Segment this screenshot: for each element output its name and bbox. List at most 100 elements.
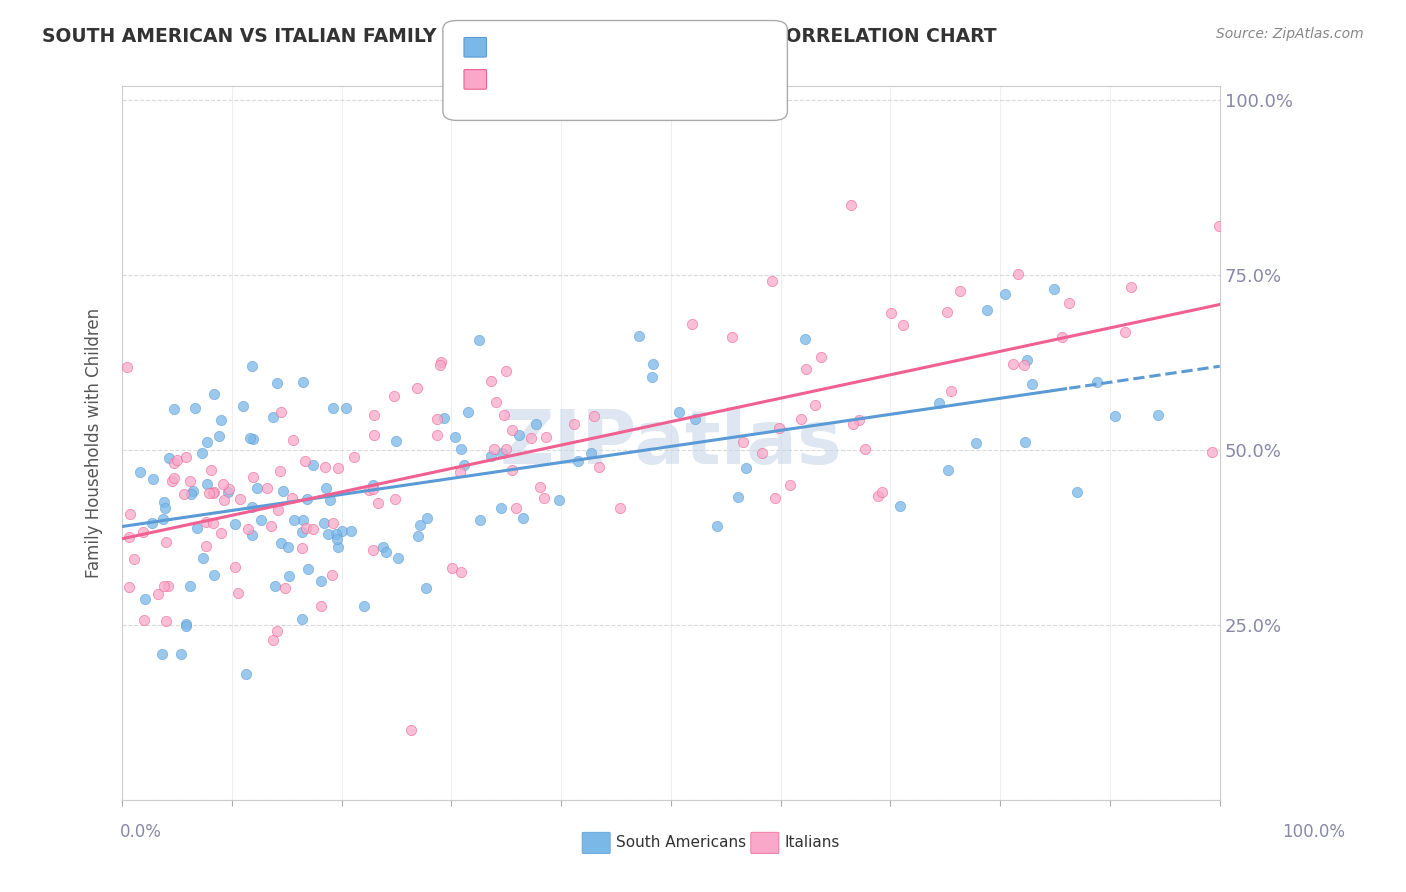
Point <box>853 442 876 456</box>
Point <box>195 434 218 449</box>
Point <box>194 539 217 553</box>
Point <box>1043 282 1066 296</box>
Point <box>408 518 430 533</box>
Point <box>224 560 246 574</box>
Point <box>291 524 314 539</box>
Point <box>294 454 316 468</box>
Point <box>155 534 177 549</box>
Point <box>1121 280 1143 294</box>
Point <box>450 565 472 579</box>
Point <box>367 496 389 510</box>
Point <box>301 458 323 472</box>
Point <box>361 543 384 558</box>
Point <box>195 476 218 491</box>
Point <box>579 446 602 460</box>
Point <box>239 431 262 445</box>
Point <box>134 592 156 607</box>
Point <box>131 524 153 539</box>
Point <box>238 522 260 536</box>
Point <box>262 410 284 425</box>
Point <box>363 409 385 423</box>
Point <box>793 333 815 347</box>
Point <box>314 460 336 475</box>
Point <box>468 513 491 527</box>
Point <box>163 456 186 470</box>
Point <box>582 409 605 423</box>
Point <box>505 500 527 515</box>
Point <box>495 442 517 457</box>
Point <box>1208 219 1230 233</box>
Point <box>209 525 232 540</box>
Text: 0.0%: 0.0% <box>120 822 162 840</box>
Point <box>322 401 344 415</box>
Point <box>353 599 375 614</box>
Point <box>153 501 176 516</box>
Point <box>374 545 396 559</box>
Point <box>501 423 523 437</box>
Point <box>309 574 332 588</box>
Point <box>209 412 232 426</box>
Point <box>429 355 451 369</box>
Point <box>779 478 801 492</box>
Point <box>202 486 225 500</box>
Point <box>217 485 239 500</box>
Point <box>179 475 201 489</box>
Point <box>278 569 301 583</box>
Point <box>415 511 437 525</box>
Point <box>1007 267 1029 281</box>
Point <box>191 446 214 460</box>
Point <box>790 412 813 426</box>
Text: R = 0.458   N = 113: R = 0.458 N = 113 <box>494 44 675 62</box>
Point <box>115 360 138 375</box>
Point <box>256 481 278 495</box>
Point <box>262 632 284 647</box>
Point <box>232 399 254 413</box>
Point <box>269 464 291 478</box>
Point <box>202 568 225 582</box>
Point <box>363 482 385 496</box>
Point <box>751 445 773 459</box>
Point <box>734 461 756 475</box>
Point <box>309 599 332 613</box>
Point <box>224 516 246 531</box>
Text: ZIPatlas: ZIPatlas <box>499 407 842 480</box>
Point <box>280 491 302 506</box>
Point <box>155 614 177 628</box>
Point <box>191 551 214 566</box>
Point <box>371 541 394 555</box>
Point <box>321 568 343 582</box>
Point <box>118 530 141 544</box>
Point <box>240 359 263 373</box>
Point <box>385 434 408 448</box>
Point <box>681 317 703 331</box>
Point <box>432 411 454 425</box>
Point <box>668 405 690 419</box>
Point <box>761 274 783 288</box>
Point <box>512 511 534 525</box>
Text: Italians: Italians <box>785 836 839 850</box>
Point <box>198 486 221 500</box>
Point <box>1066 485 1088 500</box>
Point <box>804 398 827 412</box>
Point <box>533 491 555 506</box>
Point <box>267 503 290 517</box>
Point <box>357 483 380 497</box>
Point <box>994 286 1017 301</box>
Point <box>270 405 292 419</box>
Point <box>157 450 180 465</box>
Point <box>152 512 174 526</box>
Point <box>343 450 366 464</box>
Point <box>277 540 299 554</box>
Point <box>382 389 405 403</box>
Point <box>283 513 305 527</box>
Point <box>202 484 225 499</box>
Point <box>246 481 269 495</box>
Point <box>548 493 571 508</box>
Point <box>146 587 169 601</box>
Point <box>325 526 347 541</box>
Point <box>226 586 249 600</box>
Point <box>534 430 557 444</box>
Point <box>1085 375 1108 389</box>
Point <box>479 374 502 388</box>
Point <box>328 540 350 554</box>
